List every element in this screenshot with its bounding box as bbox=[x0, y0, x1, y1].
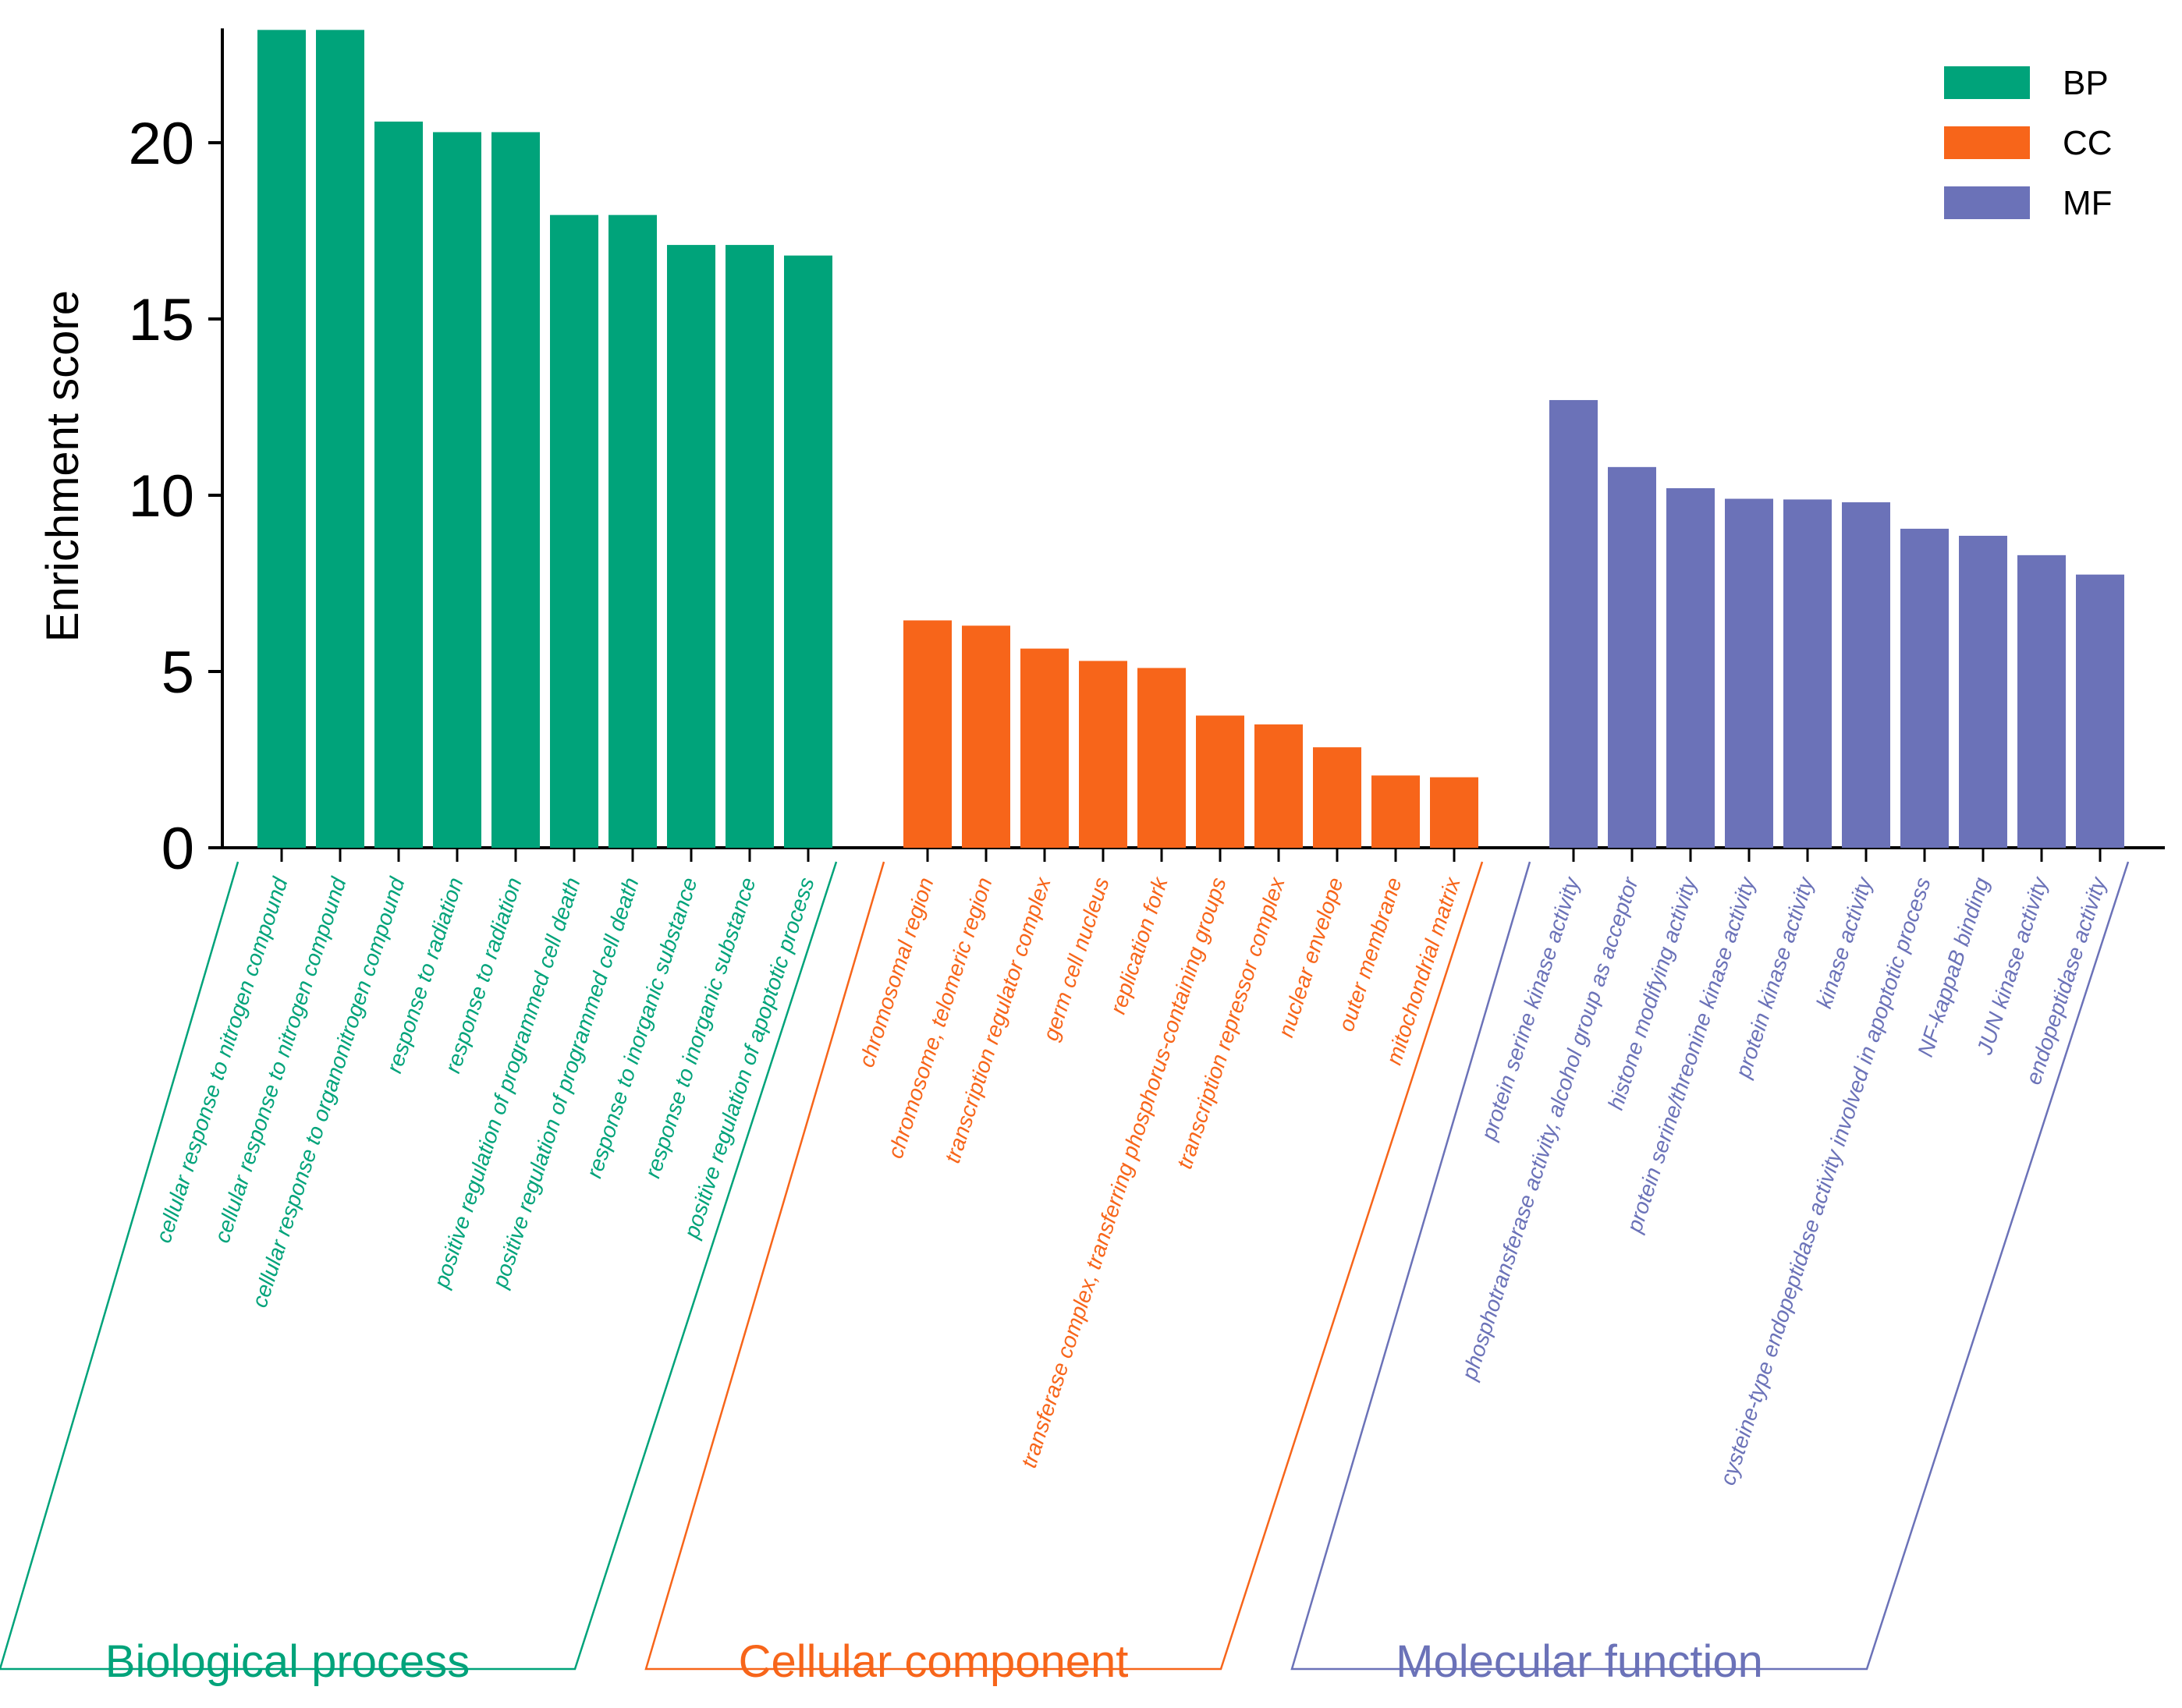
group-title-mf: Molecular function bbox=[1396, 1636, 1763, 1687]
axes: 0 5 10 15 20 Enrichment score bbox=[37, 28, 2165, 882]
category-label-mf-6: kinase activity bbox=[1811, 873, 1877, 1011]
group-title-cc: Cellular component bbox=[739, 1636, 1129, 1687]
bar-mf-1 bbox=[1549, 399, 1598, 848]
bracket-bp bbox=[0, 861, 838, 1671]
category-label-bp-9: response to inorganic substance bbox=[640, 874, 761, 1181]
legend: BP CC MF bbox=[1944, 64, 2113, 222]
bar-mf-10 bbox=[2076, 574, 2124, 848]
legend-label-cc: CC bbox=[2063, 124, 2113, 162]
category-label-cc-2: chromosome, telomeric region bbox=[883, 874, 997, 1161]
bracket-mf bbox=[1290, 861, 2130, 1671]
legend-swatch-mf bbox=[1944, 186, 2030, 219]
legend-label-mf: MF bbox=[2063, 184, 2113, 222]
bar-cc-5 bbox=[1137, 668, 1186, 848]
category-label-cc-8: nuclear envelope bbox=[1273, 874, 1347, 1040]
category-label-cc-5: replication fork bbox=[1105, 873, 1173, 1017]
bar-bp-10 bbox=[784, 255, 832, 848]
group-title-bp: Biological process bbox=[105, 1636, 470, 1687]
y-tick-label: 5 bbox=[161, 640, 194, 706]
category-label-cc-7: transcription repressor complex bbox=[1173, 873, 1290, 1171]
legend-label-bp: BP bbox=[2063, 64, 2109, 102]
y-tick-label: 0 bbox=[161, 816, 194, 882]
bar-mf-3 bbox=[1666, 487, 1715, 848]
y-tick-label: 15 bbox=[128, 287, 194, 353]
y-tick-label: 10 bbox=[128, 463, 194, 530]
legend-swatch-cc bbox=[1944, 126, 2030, 159]
y-axis-title: Enrichment score bbox=[37, 290, 88, 642]
y-tick-label: 20 bbox=[128, 111, 194, 177]
bar-cc-9 bbox=[1371, 775, 1420, 848]
bar-mf-8 bbox=[1959, 535, 2007, 848]
bar-cc-7 bbox=[1254, 724, 1303, 848]
bar-cc-8 bbox=[1313, 747, 1361, 848]
group-brackets: Biological process Cellular component Mole… bbox=[0, 861, 2130, 1687]
bar-mf-2 bbox=[1608, 466, 1656, 848]
bar-bp-9 bbox=[726, 245, 774, 849]
bar-cc-10 bbox=[1430, 777, 1478, 848]
bar-cc-1 bbox=[903, 620, 952, 848]
bar-bp-3 bbox=[374, 121, 423, 848]
bar-mf-5 bbox=[1783, 499, 1832, 848]
bar-bp-7 bbox=[608, 214, 657, 848]
bar-bp-1 bbox=[257, 30, 306, 849]
bar-bp-5 bbox=[491, 132, 540, 848]
bar-bp-2 bbox=[316, 30, 364, 849]
bars bbox=[257, 30, 2124, 849]
bar-cc-6 bbox=[1196, 715, 1244, 848]
bar-bp-6 bbox=[550, 214, 598, 848]
legend-swatch-bp bbox=[1944, 66, 2030, 99]
category-label-cc-3: transcription regulator complex bbox=[940, 873, 1056, 1166]
bar-bp-8 bbox=[667, 245, 715, 849]
bar-bp-4 bbox=[433, 132, 481, 848]
bar-cc-2 bbox=[962, 625, 1010, 848]
bar-mf-6 bbox=[1842, 502, 1890, 848]
bar-mf-7 bbox=[1900, 528, 1949, 848]
bracket-cc bbox=[644, 861, 1484, 1671]
bar-cc-3 bbox=[1020, 648, 1069, 848]
bar-mf-9 bbox=[2017, 555, 2066, 848]
bar-mf-4 bbox=[1725, 498, 1773, 848]
category-label-cc-4: germ cell nucleus bbox=[1038, 874, 1114, 1044]
bar-cc-4 bbox=[1079, 661, 1127, 848]
category-label-bp-8: response to inorganic substance bbox=[582, 874, 702, 1181]
category-label-cc-9: outer membrane bbox=[1334, 874, 1407, 1034]
category-labels: cellular response to nitrogen compoundce… bbox=[151, 873, 2112, 1488]
